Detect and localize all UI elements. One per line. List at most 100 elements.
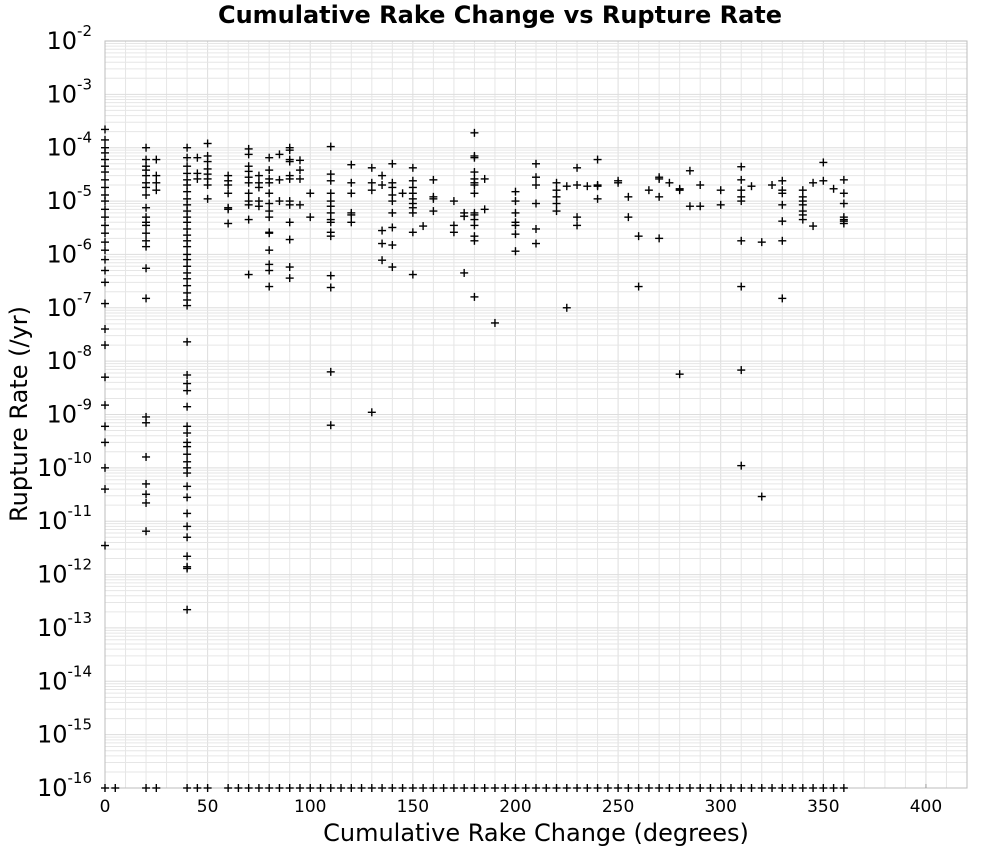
data-point	[696, 784, 705, 792]
data-point	[624, 784, 633, 792]
data-point	[480, 174, 489, 183]
data-point	[183, 482, 192, 491]
data-point	[532, 199, 540, 208]
data-point	[285, 218, 294, 227]
data-point	[183, 370, 192, 379]
data-point	[737, 175, 746, 184]
data-point	[737, 162, 746, 171]
y-tick-label: 10-11	[37, 502, 92, 535]
data-point	[142, 203, 151, 212]
y-axis-label: Rupture Rate (/yr)	[5, 306, 33, 522]
data-point	[142, 143, 151, 152]
data-point	[470, 189, 479, 198]
data-point	[203, 784, 212, 792]
data-point	[101, 205, 109, 214]
data-point	[101, 463, 109, 472]
data-point	[819, 158, 828, 167]
data-point	[357, 784, 366, 792]
y-axis: 10-2 10-3 10-4 10-5 10-6 10-7 10-8 10-9 10-10 10-…	[37, 22, 92, 802]
data-point	[306, 189, 315, 198]
data-point	[655, 784, 664, 792]
x-tick-label: 150	[397, 797, 429, 817]
data-point	[696, 181, 705, 190]
data-point	[101, 784, 109, 792]
data-point	[347, 784, 356, 792]
data-point	[398, 189, 407, 198]
data-point	[244, 150, 253, 159]
data-point	[768, 784, 777, 792]
data-point	[285, 157, 294, 166]
data-point	[470, 128, 479, 137]
data-point	[183, 450, 192, 459]
data-point	[603, 784, 612, 792]
data-point	[449, 228, 458, 237]
data-point	[470, 221, 479, 230]
data-point	[552, 178, 561, 187]
data-point	[378, 181, 387, 190]
chart-title: Cumulative Rake Change vs Rupture Rate	[218, 1, 782, 29]
data-point	[624, 192, 633, 201]
data-point	[532, 224, 540, 233]
data-point	[839, 199, 848, 208]
data-point	[819, 784, 828, 792]
data-point	[295, 166, 304, 175]
data-point	[183, 153, 192, 162]
data-point	[326, 421, 335, 430]
data-point	[460, 212, 469, 221]
data-point	[367, 784, 376, 792]
data-point	[101, 246, 109, 255]
data-point	[101, 485, 109, 494]
data-point	[511, 221, 520, 230]
data-point	[778, 236, 787, 245]
data-point	[275, 150, 284, 159]
data-point	[552, 784, 561, 792]
data-point	[152, 171, 161, 180]
data-point	[183, 442, 192, 451]
data-point	[142, 418, 151, 427]
data-point	[388, 263, 397, 272]
data-point	[460, 268, 469, 277]
data-point	[285, 174, 294, 183]
data-point	[593, 155, 602, 164]
data-point	[737, 236, 746, 245]
data-point	[408, 784, 417, 792]
data-point	[203, 181, 212, 190]
data-point	[183, 533, 192, 542]
data-point	[101, 255, 109, 264]
data-point	[737, 461, 746, 470]
data-point	[224, 784, 233, 792]
data-point	[511, 247, 520, 256]
data-point	[254, 171, 263, 180]
data-point	[142, 498, 151, 507]
data-point	[347, 178, 356, 187]
data-point	[449, 784, 458, 792]
data-point	[614, 178, 623, 187]
data-point	[829, 784, 838, 792]
x-axis-label: Cumulative Rake Change (degrees)	[323, 819, 749, 847]
data-point	[511, 208, 520, 217]
data-point	[337, 784, 346, 792]
data-point	[696, 202, 705, 211]
data-point	[388, 183, 397, 192]
data-point	[224, 205, 233, 214]
data-point	[470, 292, 479, 301]
data-point	[511, 230, 520, 239]
data-point	[142, 242, 151, 251]
data-point	[265, 246, 274, 255]
data-point	[388, 197, 397, 206]
data-point	[285, 263, 294, 272]
x-tick-label: 50	[197, 797, 219, 817]
data-point	[326, 367, 335, 376]
data-point	[378, 784, 387, 792]
data-point	[285, 235, 294, 244]
data-point	[839, 189, 848, 198]
data-point	[644, 784, 653, 792]
data-point	[101, 229, 109, 238]
data-point	[532, 239, 540, 248]
data-point	[788, 784, 797, 792]
data-point	[142, 229, 151, 238]
data-point	[398, 784, 407, 792]
data-point	[142, 171, 151, 180]
data-point	[378, 256, 387, 265]
data-point	[716, 200, 725, 209]
